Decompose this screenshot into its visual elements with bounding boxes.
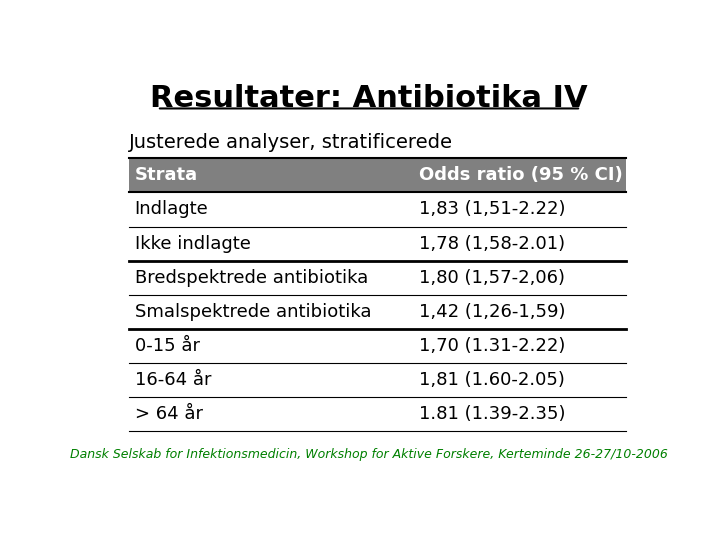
Text: 1,78 (1,58-2.01): 1,78 (1,58-2.01) <box>419 234 565 253</box>
Text: 1,80 (1,57-2,06): 1,80 (1,57-2,06) <box>419 269 565 287</box>
Text: 1,83 (1,51-2.22): 1,83 (1,51-2.22) <box>419 200 566 219</box>
Text: 1,81 (1.60-2.05): 1,81 (1.60-2.05) <box>419 371 565 389</box>
Text: > 64 år: > 64 år <box>135 405 202 423</box>
Text: Smalspektrede antibiotika: Smalspektrede antibiotika <box>135 303 371 321</box>
Text: Strata: Strata <box>135 166 198 184</box>
Text: Dansk Selskab for Infektionsmedicin, Workshop for Aktive Forskere, Kerteminde 26: Dansk Selskab for Infektionsmedicin, Wor… <box>70 448 668 461</box>
Text: Justerede analyser, stratificerede: Justerede analyser, stratificerede <box>129 133 453 152</box>
Text: Ikke indlagte: Ikke indlagte <box>135 234 251 253</box>
Text: 16-64 år: 16-64 år <box>135 371 211 389</box>
FancyBboxPatch shape <box>129 158 626 192</box>
Text: Bredspektrede antibiotika: Bredspektrede antibiotika <box>135 269 368 287</box>
Text: 1,42 (1,26-1,59): 1,42 (1,26-1,59) <box>419 303 566 321</box>
Text: Odds ratio (95 % CI): Odds ratio (95 % CI) <box>419 166 623 184</box>
Text: 1.81 (1.39-2.35): 1.81 (1.39-2.35) <box>419 405 566 423</box>
Text: Resultater: Antibiotika IV: Resultater: Antibiotika IV <box>150 84 588 112</box>
Text: 1,70 (1.31-2.22): 1,70 (1.31-2.22) <box>419 337 566 355</box>
Text: 0-15 år: 0-15 år <box>135 337 199 355</box>
Text: Indlagte: Indlagte <box>135 200 208 219</box>
